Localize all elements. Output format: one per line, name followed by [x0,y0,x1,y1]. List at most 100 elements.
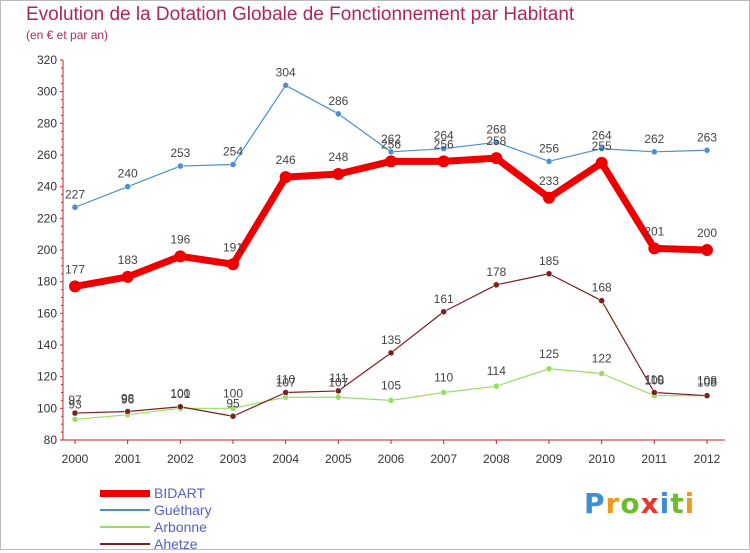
data-point [177,403,184,410]
data-point [387,397,395,404]
data-label: 108 [697,374,717,388]
data-label: 111 [329,371,348,385]
data-label: 110 [645,373,664,387]
data-point [177,162,184,170]
data-label: 168 [592,281,612,295]
x-tick-label: 2011 [641,452,667,466]
y-tick-label: 200 [37,243,57,257]
data-label: 105 [381,378,401,392]
data-label: 262 [381,132,401,146]
data-point [385,155,397,168]
data-point [543,191,555,204]
data-label: 248 [328,150,348,164]
data-label: 200 [697,226,717,240]
data-point [651,148,658,156]
y-tick-label: 160 [37,306,57,320]
proxiti-logo: Proxiti [584,487,695,520]
data-label: 125 [539,347,559,361]
data-label: 264 [592,129,612,143]
legend-swatch-bidart [100,490,150,497]
x-tick-label: 2003 [220,452,247,466]
y-tick-label: 240 [37,180,57,194]
data-point [493,382,500,390]
y-tick-label: 180 [37,275,57,289]
data-point [493,281,500,289]
data-point [545,158,553,165]
x-tick-label: 2004 [272,452,299,466]
data-label: 93 [68,397,82,411]
y-tick-label: 120 [37,370,57,384]
data-point [595,156,608,169]
data-point [598,297,605,304]
data-point [598,370,605,377]
data-point [651,389,658,396]
chart-subtitle: (en € et par an) [26,28,109,42]
data-label: 254 [223,145,243,159]
data-label: 185 [539,254,559,268]
data-point [71,204,79,211]
data-label: 255 [592,139,612,153]
data-label: 96 [121,393,135,407]
data-label: 201 [644,224,664,238]
data-label: 196 [170,232,190,246]
y-tick-label: 220 [37,211,57,225]
data-point [282,82,289,89]
data-label: 304 [276,65,296,79]
data-label: 246 [276,153,296,167]
y-tick-label: 300 [37,85,57,99]
data-label: 256 [434,137,454,151]
logo-letter: x [640,487,660,520]
data-point [335,387,342,395]
logo-letter: i [659,487,671,520]
data-point [229,161,237,168]
data-label: 107 [328,375,348,389]
data-point [229,413,237,420]
data-point [703,392,711,399]
data-point [69,280,81,293]
data-point [440,308,447,315]
data-label: 122 [592,352,612,366]
x-tick-label: 2009 [536,452,563,466]
data-label: 240 [118,167,138,181]
data-label: 97 [68,393,82,407]
logo-letter: r [605,487,621,520]
data-point [387,148,395,156]
data-label: 100 [223,386,243,400]
y-tick-label: 140 [37,338,57,352]
legend-swatch-guethary [100,509,150,511]
data-point [335,110,342,118]
data-point [174,250,187,263]
legend-label-ahetze: Ahetze [154,536,198,552]
data-point [598,145,605,152]
x-tick-label: 2000 [62,452,89,466]
x-tick-label: 2002 [167,452,194,466]
chart-title: Evolution de la Dotation Globale de Fonc… [26,4,575,25]
x-tick-label: 2006 [378,452,405,466]
legend-label-guethary: Guéthary [154,502,212,518]
data-label: 101 [170,387,190,401]
data-point [227,258,239,271]
data-point [440,389,447,396]
legend-swatch-ahetze [100,543,150,545]
x-tick-label: 2007 [430,452,457,466]
data-point [545,270,553,277]
data-point [335,394,342,401]
data-point [387,349,395,357]
y-tick-label: 280 [37,116,57,130]
x-tick-label: 2008 [483,452,510,466]
y-tick-label: 80 [44,433,58,447]
data-label: 286 [328,94,348,108]
data-point [703,147,711,154]
data-point [282,389,289,396]
data-label: 98 [121,392,135,406]
logo-letter: t [670,487,685,520]
data-label: 233 [539,174,559,188]
data-label: 256 [381,137,401,151]
y-tick-label: 100 [37,401,57,415]
data-label: 108 [697,376,717,390]
data-label: 114 [487,364,506,378]
data-label: 263 [697,130,717,144]
data-point [124,408,131,415]
data-label: 108 [644,374,664,388]
